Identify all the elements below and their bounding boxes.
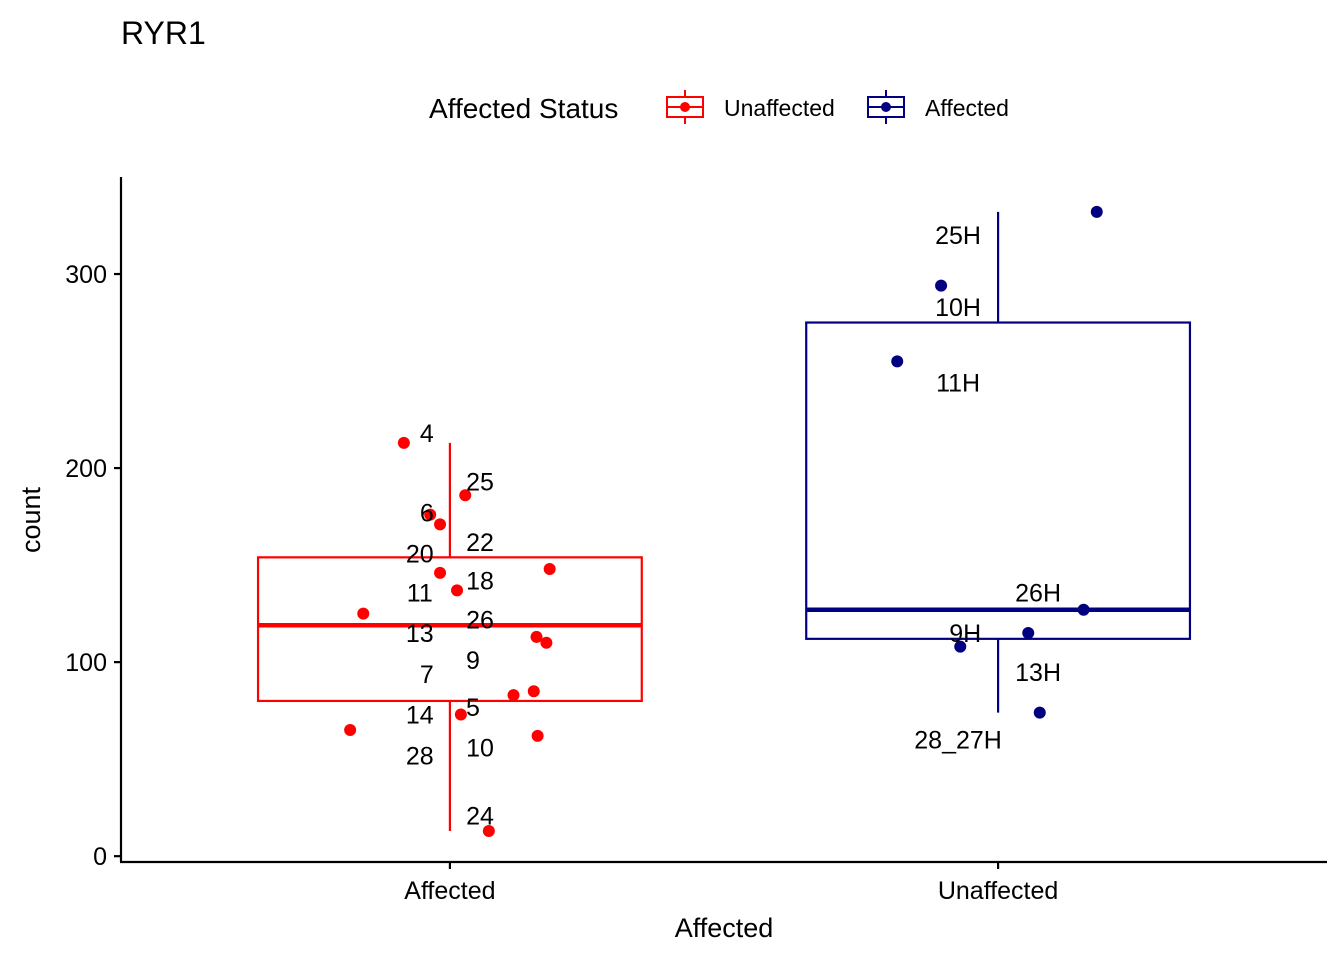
box-iqr	[256, 556, 643, 703]
y-ticks: 0 100 200 300	[65, 261, 121, 871]
y-tick-label: 200	[65, 455, 107, 483]
data-point	[935, 279, 948, 292]
legend-key-point	[680, 102, 690, 112]
box-unaffected	[805, 211, 1192, 713]
data-point	[1077, 603, 1090, 616]
point-label: 18	[466, 568, 494, 596]
plot-area: 4 25 6 22 20 18 11 26 13 9 7 5 14 10 28 24 25H 10H 11H 26H 9…	[256, 205, 1192, 837]
data-point	[434, 566, 447, 579]
data-point	[531, 729, 544, 742]
data-point	[482, 824, 495, 837]
point-label: 4	[420, 420, 434, 448]
data-point	[507, 689, 520, 702]
point-label: 26H	[1015, 579, 1061, 607]
point-labels: 4 25 6 22 20 18 11 26 13 9 7 5 14 10 28 24 25H 10H 11H 26H 9…	[406, 222, 1061, 830]
data-point	[530, 630, 543, 643]
data-points	[344, 205, 1103, 837]
point-label: 6	[420, 500, 434, 528]
box-affected	[256, 442, 643, 831]
x-ticks: Affected Unaffected	[404, 862, 1058, 905]
axes: 0 100 200 300 Affected Unaffected	[65, 177, 1327, 905]
point-label: 13	[406, 620, 434, 648]
box-iqr	[805, 321, 1192, 640]
data-point	[1033, 706, 1046, 719]
y-tick-label: 100	[65, 649, 107, 677]
point-label: 11	[407, 579, 433, 607]
data-point	[543, 562, 556, 575]
data-point	[451, 584, 464, 597]
data-point	[540, 636, 553, 649]
data-point	[344, 724, 357, 737]
legend-label: Unaffected	[724, 95, 835, 121]
data-point	[424, 508, 437, 521]
point-label: 28	[406, 742, 434, 770]
point-label: 14	[406, 702, 434, 730]
point-label: 5	[466, 694, 480, 722]
point-label: 10H	[935, 294, 981, 322]
x-tick-label: Unaffected	[938, 877, 1058, 905]
point-label: 25H	[935, 222, 981, 250]
point-label: 7	[420, 661, 434, 689]
point-label: 11H	[936, 370, 980, 398]
data-point	[357, 607, 370, 620]
data-point	[1022, 627, 1035, 640]
data-point	[454, 708, 467, 721]
legend-entries: Unaffected Affected	[666, 90, 1009, 124]
data-point	[954, 640, 967, 653]
y-tick-label: 300	[65, 261, 107, 289]
point-label: 25	[466, 469, 494, 497]
legend-entry-unaffected: Unaffected	[666, 90, 835, 124]
point-label: 28_27H	[914, 727, 1002, 755]
x-axis-title: Affected	[675, 913, 774, 943]
legend-key-point	[881, 102, 891, 112]
point-label: 22	[466, 529, 494, 557]
legend-title: Affected Status	[429, 93, 618, 124]
chart-title: RYR1	[121, 15, 206, 51]
legend-entry-affected: Affected	[867, 90, 1009, 124]
point-label: 9	[466, 647, 480, 675]
legend: Affected Status Unaffected Affected	[429, 90, 1009, 124]
point-label: 13H	[1015, 659, 1061, 687]
data-point	[891, 355, 904, 368]
data-point	[397, 436, 410, 449]
point-label: 24	[466, 802, 494, 830]
data-point	[527, 685, 540, 698]
y-tick-label: 0	[93, 843, 107, 871]
data-point	[434, 518, 447, 531]
data-point	[459, 489, 472, 502]
point-label: 10	[466, 735, 494, 763]
point-label: 26	[466, 606, 494, 634]
point-label: 9H	[949, 620, 981, 648]
data-point	[1090, 205, 1103, 218]
legend-label: Affected	[925, 95, 1009, 121]
point-label: 20	[406, 540, 434, 568]
y-axis-title: count	[16, 486, 46, 553]
x-tick-label: Affected	[404, 877, 495, 905]
